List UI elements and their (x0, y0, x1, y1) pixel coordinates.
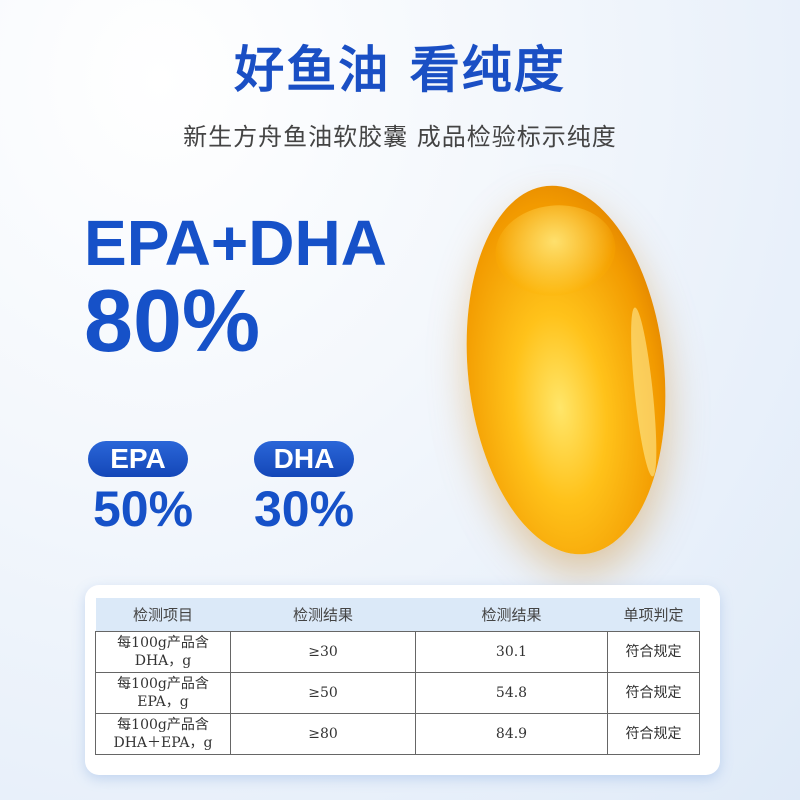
header-cell: 检测结果 (415, 598, 608, 631)
fish-oil-capsule-image (449, 175, 683, 565)
table-header: 检测项目 检测结果 检测结果 单项判定 (95, 598, 700, 631)
subtitle: 新生方舟鱼油软胶囊 成品检验标示纯度 (183, 123, 617, 151)
result-cell: 30.1 (415, 630, 608, 673)
result-cell: 54.8 (415, 671, 608, 714)
item-cell: 每100g产品含 DHA，g (95, 630, 231, 673)
epa-value: 50% (93, 481, 194, 537)
table-row: 每100g产品含 DHA，g ≥30 30.1 符合规定 (95, 630, 700, 673)
verdict-cell: 符合规定 (607, 712, 700, 755)
verdict-cell: 符合规定 (607, 630, 700, 673)
header-cell: 单项判定 (607, 598, 700, 631)
page-title: 好鱼油 看纯度 (234, 41, 566, 99)
item-cell: 每100g产品含 EPA，g (95, 671, 231, 714)
standard-cell: ≥50 (230, 671, 416, 714)
verdict-cell: 符合规定 (607, 671, 700, 714)
headline-label: EPA+DHA (84, 207, 387, 279)
epa-badge: EPA (88, 441, 188, 477)
headline-value: 80% (84, 271, 261, 370)
item-cell: 每100g产品含 DHA＋EPA，g (95, 712, 231, 755)
table-row: 每100g产品含 EPA，g ≥50 54.8 符合规定 (95, 671, 700, 714)
header-cell: 检测项目 (95, 598, 231, 631)
standard-cell: ≥30 (230, 630, 416, 673)
header-cell: 检测结果 (230, 598, 416, 631)
test-report-table: 检测项目 检测结果 检测结果 单项判定 每100g产品含 DHA，g ≥30 30… (95, 598, 700, 755)
test-report-card: 检测项目 检测结果 检测结果 单项判定 每100g产品含 DHA，g ≥30 30… (85, 585, 720, 775)
result-cell: 84.9 (415, 712, 608, 755)
dha-value: 30% (254, 481, 355, 537)
standard-cell: ≥80 (230, 712, 416, 755)
table-row: 每100g产品含 DHA＋EPA，g ≥80 84.9 符合规定 (95, 712, 700, 755)
dha-badge: DHA (254, 441, 354, 477)
